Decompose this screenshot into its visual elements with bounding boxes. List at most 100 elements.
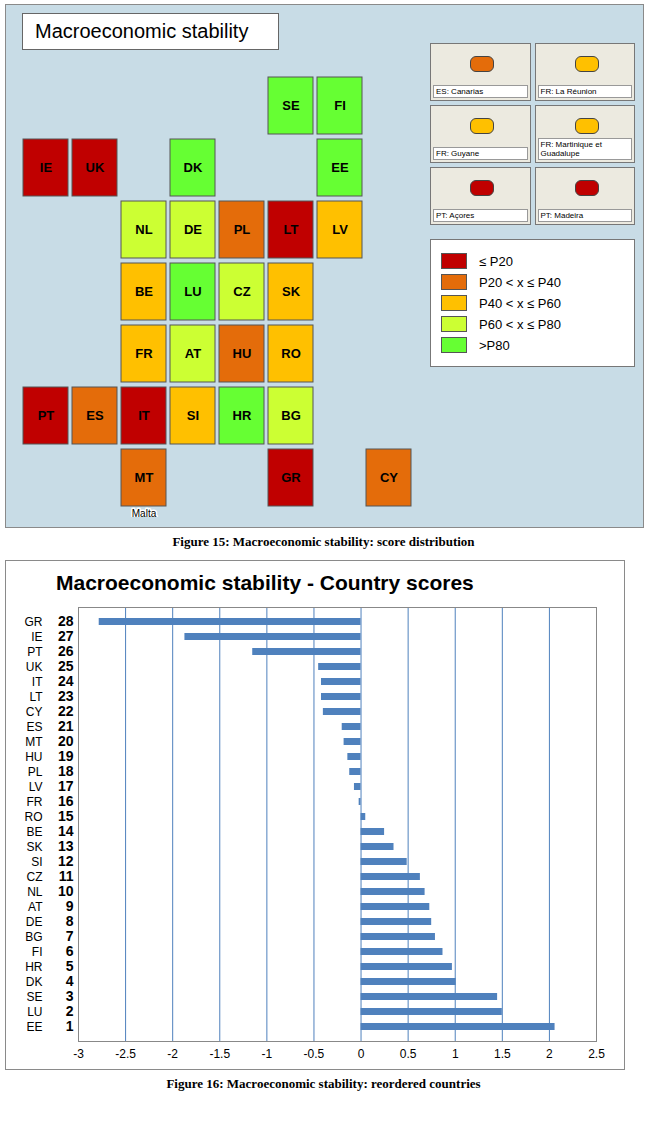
- svg-text:DK: DK: [26, 975, 43, 989]
- svg-text:0: 0: [358, 1047, 365, 1061]
- html-text:Macroeconomic stability: Macroeconomic stability: [35, 20, 249, 42]
- svg-text:BE: BE: [26, 825, 42, 839]
- svg-text:-1.5: -1.5: [209, 1047, 230, 1061]
- svg-text:LT: LT: [284, 222, 299, 237]
- svg-text:CY: CY: [26, 705, 43, 719]
- svg-text:ES: ES: [86, 408, 104, 423]
- svg-text:PT: PT: [38, 408, 55, 423]
- svg-text:MT: MT: [25, 735, 43, 749]
- svg-text:2.5: 2.5: [588, 1047, 605, 1061]
- svg-text:IE: IE: [40, 160, 53, 175]
- svg-text:-3: -3: [73, 1047, 84, 1061]
- svg-text:PL: PL: [28, 765, 43, 779]
- svg-text:7: 7: [66, 928, 74, 944]
- svg-text:MT: MT: [135, 470, 154, 485]
- svg-text:16: 16: [58, 793, 74, 809]
- svg-text:SI: SI: [187, 408, 199, 423]
- svg-text:PT: PT: [27, 645, 43, 659]
- svg-text:RO: RO: [25, 810, 43, 824]
- svg-text:12: 12: [58, 853, 74, 869]
- svg-text:21: 21: [58, 718, 74, 734]
- svg-text:LT: LT: [29, 690, 43, 704]
- svg-text:27: 27: [58, 628, 74, 644]
- svg-text:5: 5: [66, 958, 74, 974]
- svg-text:IT: IT: [138, 408, 150, 423]
- svg-text:26: 26: [58, 643, 74, 659]
- svg-text:3: 3: [66, 988, 74, 1004]
- svg-text:EE: EE: [331, 160, 349, 175]
- html-text:Macroeconomic stability - Coun: Macroeconomic stability - Country scores: [56, 571, 474, 594]
- svg-text:8: 8: [66, 913, 74, 929]
- svg-text:FR: FR: [27, 795, 43, 809]
- svg-text:LU: LU: [27, 1005, 42, 1019]
- svg-text:DE: DE: [26, 915, 43, 929]
- svg-text:14: 14: [58, 823, 74, 839]
- svg-text:2: 2: [66, 1003, 74, 1019]
- svg-text:0.5: 0.5: [400, 1047, 417, 1061]
- svg-text:10: 10: [58, 883, 74, 899]
- svg-text:IE: IE: [31, 630, 42, 644]
- svg-text:25: 25: [58, 658, 74, 674]
- svg-text:UK: UK: [26, 660, 43, 674]
- svg-text:SK: SK: [282, 284, 301, 299]
- svg-text:HR: HR: [233, 408, 252, 423]
- svg-text:-1: -1: [262, 1047, 273, 1061]
- svg-text:13: 13: [58, 838, 74, 854]
- svg-text:EE: EE: [26, 1020, 42, 1034]
- svg-text:BG: BG: [281, 408, 301, 423]
- svg-text:FI: FI: [334, 98, 346, 113]
- svg-text:SE: SE: [26, 990, 42, 1004]
- svg-text:-0.5: -0.5: [304, 1047, 325, 1061]
- svg-text:1.5: 1.5: [494, 1047, 511, 1061]
- svg-text:BE: BE: [135, 284, 153, 299]
- svg-text:BG: BG: [25, 930, 42, 944]
- svg-text:SK: SK: [26, 840, 42, 854]
- svg-text:9: 9: [66, 898, 74, 914]
- svg-text:SI: SI: [31, 855, 42, 869]
- svg-text:23: 23: [58, 688, 74, 704]
- svg-text:SE: SE: [282, 98, 300, 113]
- svg-text:NL: NL: [135, 222, 152, 237]
- svg-text:RO: RO: [281, 346, 301, 361]
- svg-text:4: 4: [66, 973, 74, 989]
- svg-text:6: 6: [66, 943, 74, 959]
- svg-text:IT: IT: [32, 675, 43, 689]
- svg-text:CZ: CZ: [233, 284, 250, 299]
- svg-text:-2.5: -2.5: [115, 1047, 136, 1061]
- svg-text:PL: PL: [234, 222, 251, 237]
- svg-text:15: 15: [58, 808, 74, 824]
- svg-text:20: 20: [58, 733, 74, 749]
- svg-text:FR: FR: [135, 346, 153, 361]
- svg-text:CY: CY: [380, 470, 398, 485]
- svg-text:DE: DE: [184, 222, 202, 237]
- svg-text:1: 1: [452, 1047, 459, 1061]
- svg-text:HU: HU: [233, 346, 252, 361]
- svg-text:11: 11: [59, 868, 74, 884]
- svg-text:AT: AT: [185, 346, 201, 361]
- svg-text:22: 22: [58, 703, 74, 719]
- svg-text:LV: LV: [332, 222, 348, 237]
- svg-text:HR: HR: [25, 960, 43, 974]
- svg-text:LU: LU: [184, 284, 201, 299]
- svg-text:24: 24: [58, 673, 74, 689]
- svg-text:FI: FI: [32, 945, 43, 959]
- svg-text:1: 1: [66, 1018, 74, 1034]
- svg-text:NL: NL: [27, 885, 43, 899]
- svg-text:DK: DK: [184, 160, 203, 175]
- html-text:FR: Martinique et Guadalupe: FR: Martinique et Guadalupe: [540, 140, 602, 158]
- svg-text:LV: LV: [29, 780, 43, 794]
- svg-text:17: 17: [58, 778, 74, 794]
- svg-text:AT: AT: [28, 900, 43, 914]
- svg-text:UK: UK: [86, 160, 105, 175]
- svg-text:18: 18: [58, 763, 74, 779]
- svg-text:GR: GR: [281, 470, 301, 485]
- svg-text:CZ: CZ: [27, 870, 43, 884]
- svg-text:2: 2: [546, 1047, 553, 1061]
- svg-text:-2: -2: [167, 1047, 178, 1061]
- svg-text:GR: GR: [25, 615, 43, 629]
- svg-text:28: 28: [58, 613, 74, 629]
- svg-text:ES: ES: [26, 720, 42, 734]
- svg-text:19: 19: [58, 748, 74, 764]
- svg-text:HU: HU: [25, 750, 42, 764]
- svg-text:Malta: Malta: [132, 508, 157, 517]
